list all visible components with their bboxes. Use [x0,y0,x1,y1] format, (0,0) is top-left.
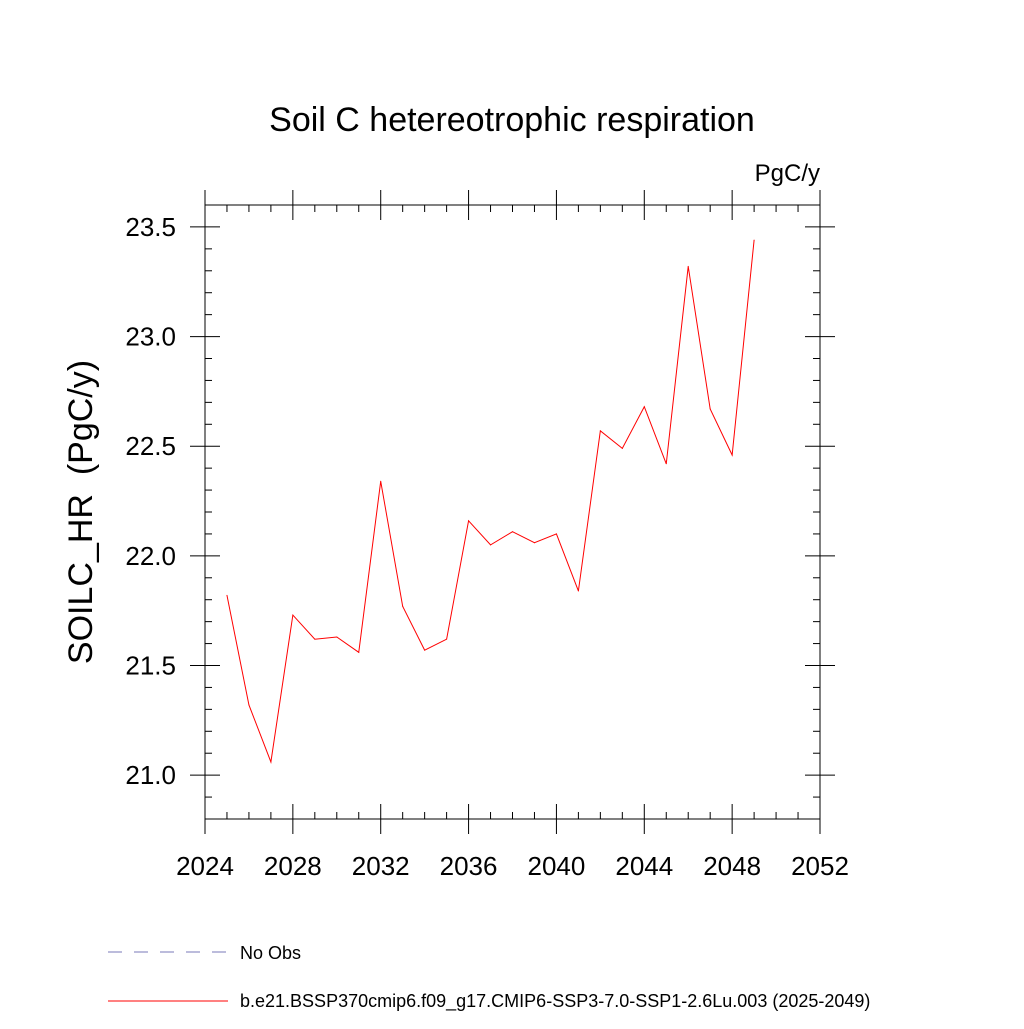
data-point [512,531,513,533]
data-point [226,594,228,596]
data-point [687,265,689,267]
units-label: PgC/y [755,160,820,187]
x-tick-label: 2024 [176,851,234,881]
series-layer [226,239,755,764]
data-point [314,638,316,640]
data-point [731,454,733,456]
data-point [665,463,667,465]
x-tick-label: 2048 [703,851,761,881]
data-point [270,761,272,763]
data-point [621,447,623,449]
data-point [468,520,470,522]
y-tick-label: 21.0 [125,760,176,790]
chart-title: Soil C hetereotrophic respiration [269,101,755,139]
x-tick-label: 2040 [528,851,586,881]
x-tick-label: 2044 [615,851,673,881]
data-point [380,480,382,482]
data-point [336,636,338,638]
data-point [446,638,448,640]
x-tick-label: 2028 [264,851,322,881]
data-point [402,605,404,607]
axis-tick-labels: 2024 2028 2032 2036 2040 2044 2048 2052 21.0 21.5… [125,212,849,881]
data-point [577,590,579,592]
legend: No Obs b.e21.BSSP370cmip6.f09_g17.CMIP6-… [108,943,870,1012]
data-point [424,649,426,651]
legend-label-no-obs: No Obs [240,943,301,963]
y-tick-label: 21.5 [125,651,176,681]
x-tick-label: 2032 [352,851,410,881]
data-point [248,704,250,706]
plot-frame [204,204,821,820]
data-point [753,239,755,241]
x-tick-label: 2052 [791,851,849,881]
y-tick-label: 22.5 [125,431,176,461]
data-point [599,430,601,432]
data-point [643,406,645,408]
data-point [555,533,557,535]
axis-ticks [190,190,835,834]
data-point [358,651,360,653]
series-line [226,240,755,764]
y-axis-label: SOILC_HR (PgC/y) [62,360,100,664]
legend-label-series: b.e21.BSSP370cmip6.f09_g17.CMIP6-SSP3-7.… [240,991,870,1012]
y-tick-label: 23.5 [125,212,176,242]
y-tick-label: 22.0 [125,541,176,571]
y-tick-label: 23.0 [125,322,176,352]
data-point [533,542,535,544]
x-tick-label: 2036 [440,851,498,881]
data-point [292,614,294,616]
data-point [490,544,492,546]
data-point [709,408,711,410]
